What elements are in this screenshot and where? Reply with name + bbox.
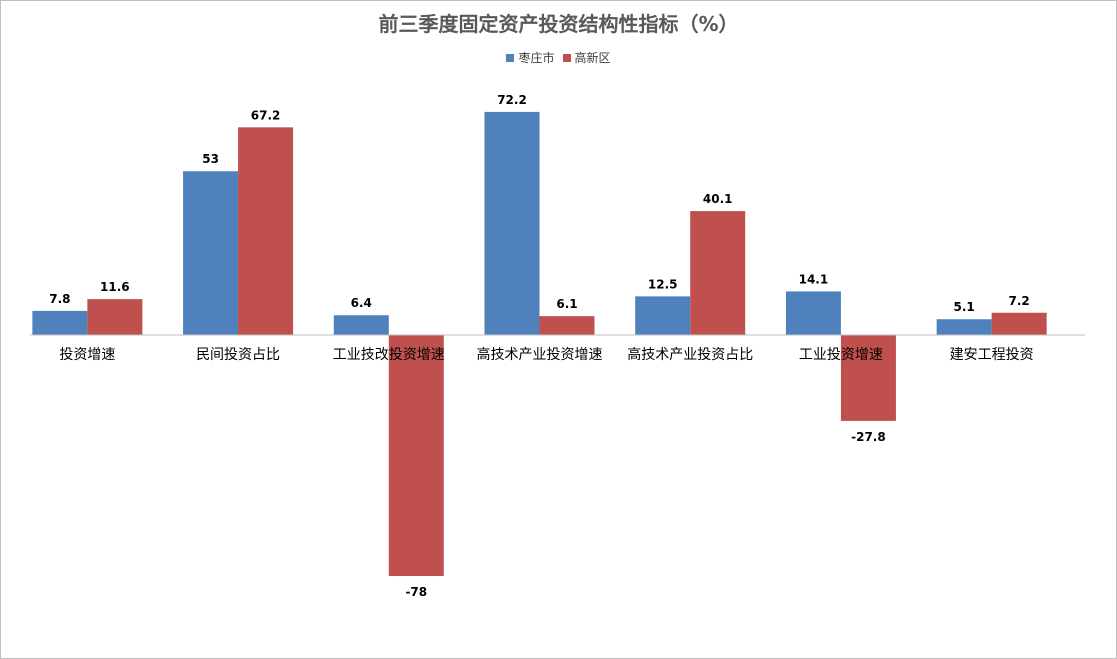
bar-series-2-1 bbox=[238, 127, 294, 336]
data-label: 12.5 bbox=[648, 277, 678, 291]
data-label: 6.1 bbox=[556, 297, 577, 311]
legend-swatch bbox=[562, 53, 571, 62]
bar-series-1-3 bbox=[484, 111, 540, 335]
legend-item-series-2: 高新区 bbox=[562, 49, 611, 66]
data-label: 7.8 bbox=[49, 292, 70, 306]
x-tick-label: 民间投资占比 bbox=[196, 347, 280, 363]
legend-item-series-1: 枣庄市 bbox=[506, 49, 555, 66]
chart-title: 前三季度固定资产投资结构性指标（%） bbox=[378, 12, 739, 36]
legend: 枣庄市 高新区 bbox=[0, 49, 1117, 66]
bar-series-1-2 bbox=[333, 315, 389, 335]
data-label: 53 bbox=[202, 152, 219, 166]
x-tick-label: 工业技改投资增速 bbox=[333, 347, 445, 363]
data-label: -27.8 bbox=[851, 430, 886, 444]
bar-series-1-4 bbox=[635, 296, 691, 335]
bar-series-2-0 bbox=[87, 299, 143, 335]
x-tick-label: 高技术产业投资增速 bbox=[477, 346, 603, 363]
data-label: 7.2 bbox=[1009, 294, 1030, 308]
x-tick-label: 投资增速 bbox=[59, 347, 115, 363]
x-tick-label: 高技术产业投资占比 bbox=[627, 346, 753, 363]
legend-swatch bbox=[506, 53, 515, 62]
data-label: 14.1 bbox=[799, 272, 829, 286]
data-label: 40.1 bbox=[703, 192, 733, 206]
data-label: 67.2 bbox=[251, 108, 281, 122]
bar-series-2-6 bbox=[991, 312, 1047, 335]
x-tick-label: 建安工程投资 bbox=[950, 347, 1034, 363]
bar-series-2-2 bbox=[388, 335, 444, 577]
bar-series-2-5 bbox=[840, 335, 896, 421]
bar-series-1-6 bbox=[936, 319, 992, 335]
x-tick-label: 工业投资增速 bbox=[799, 347, 883, 363]
data-label: 11.6 bbox=[100, 280, 130, 294]
bar-series-1-5 bbox=[785, 291, 841, 335]
data-label: 72.2 bbox=[497, 93, 527, 107]
bar-series-1-0 bbox=[32, 310, 88, 335]
data-label: 5.1 bbox=[954, 300, 975, 314]
bar-series-1-1 bbox=[183, 171, 239, 335]
data-label: 6.4 bbox=[351, 296, 372, 310]
bar-series-2-4 bbox=[690, 211, 746, 335]
data-label: -78 bbox=[405, 585, 427, 599]
legend-label: 高新区 bbox=[574, 51, 611, 65]
bar-series-2-3 bbox=[539, 316, 595, 335]
legend-label: 枣庄市 bbox=[518, 51, 555, 65]
